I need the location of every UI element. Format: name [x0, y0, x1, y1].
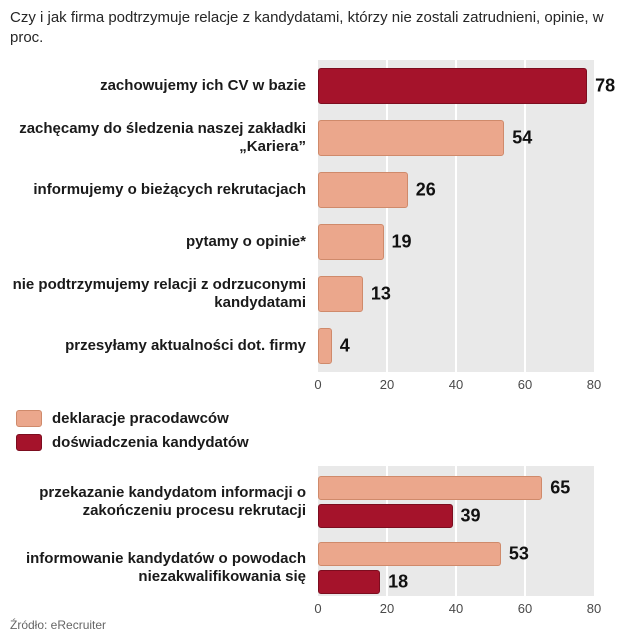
axis-tick-label: 40: [448, 377, 464, 392]
chart-row: przesyłamy aktualności dot. firmy 4: [10, 320, 630, 372]
axis-tick-label: 40: [448, 601, 464, 616]
axis-tick-label: 60: [517, 601, 533, 616]
category-label: informowanie kandydatów o powodach nieza…: [25, 550, 306, 585]
bar-track: 13: [318, 268, 594, 320]
category-label: pytamy o opinie*: [185, 233, 306, 250]
value-label: 26: [415, 179, 436, 200]
category-label: informujemy o bieżących rekrutacjach: [33, 181, 306, 198]
bar-track: 53: [318, 540, 594, 568]
value-label: 18: [388, 571, 409, 592]
bar-light: [318, 224, 384, 260]
bar-light: [318, 276, 363, 312]
chart-title: Czy i jak firma podtrzymuje relacje z ka…: [10, 9, 604, 46]
chart-row: informujemy o bieżących rekrutacjach 26: [10, 164, 630, 216]
bar-track: 19: [318, 216, 594, 268]
x-axis: 0 20 40 60 80: [314, 372, 601, 396]
category-label: przesyłamy aktualności dot. firmy: [65, 337, 306, 354]
axis-tick-label: 60: [517, 377, 533, 392]
category-label: nie podtrzymujemy relacji z odrzuconymi …: [12, 276, 306, 311]
bar-dark: [318, 68, 588, 104]
bottom-bar-chart: przekazanie kandydatom informacji o zako…: [10, 466, 630, 620]
chart-row: nie podtrzymujemy relacji z odrzuconymi …: [10, 268, 630, 320]
bar-track: 39: [318, 502, 594, 530]
legend-item: doświadczenia kandydatów: [16, 430, 630, 454]
bar-dark: [318, 570, 381, 594]
legend-label: doświadczenia kandydatów: [52, 433, 249, 451]
bar-track: 78: [318, 60, 615, 112]
category-label: zachowujemy ich CV w bazie: [100, 77, 306, 94]
plot-area-background: [318, 60, 594, 372]
bar-light: [318, 172, 408, 208]
axis-tick-label: 80: [586, 377, 602, 392]
group-bars: 65 39: [318, 474, 594, 530]
value-label: 53: [508, 543, 529, 564]
value-label: 54: [512, 127, 533, 148]
chart-row: zachęcamy do śledzenia naszej zakładki „…: [10, 112, 630, 164]
value-label: 19: [391, 231, 412, 252]
gridline: [386, 60, 388, 372]
axis-tick-label: 80: [586, 601, 602, 616]
group-bars: 53 18: [318, 540, 594, 596]
legend-swatch-light: [16, 409, 42, 427]
bar-track: 54: [318, 112, 594, 164]
source-note: Źródło: eRecruiter: [10, 618, 107, 632]
gridline: [524, 60, 526, 372]
bar-light: [318, 120, 505, 156]
chart-row: pytamy o opinie* 19: [10, 216, 630, 268]
bar-light: [318, 542, 501, 566]
chart-group: przekazanie kandydatom informacji o zako…: [10, 474, 630, 530]
bar-light: [318, 476, 543, 500]
axis-tick-label: 0: [314, 601, 322, 616]
gridline: [455, 466, 457, 596]
category-label: zachęcamy do śledzenia naszej zakładki „…: [19, 120, 306, 155]
value-label: 65: [550, 477, 571, 498]
chart-row: zachowujemy ich CV w bazie 78: [10, 60, 630, 112]
legend-swatch-dark: [16, 433, 42, 451]
value-label: 78: [595, 75, 616, 96]
gridline: [386, 466, 388, 596]
axis-tick-label: 0: [314, 377, 322, 392]
value-label: 4: [339, 335, 350, 356]
top-bar-chart: zachowujemy ich CV w bazie 78 zachęcamy do…: [10, 60, 630, 396]
chart-group: informowanie kandydatów o powodach nieza…: [10, 540, 630, 596]
value-label: 39: [460, 505, 481, 526]
value-label: 13: [370, 283, 391, 304]
bar-track: 65: [318, 474, 594, 502]
x-axis: 0 20 40 60 80: [314, 596, 601, 620]
gridline: [524, 466, 526, 596]
legend-item: deklaracje pracodawców: [16, 406, 630, 430]
bar-track: 26: [318, 164, 594, 216]
axis-tick-label: 20: [379, 601, 395, 616]
gridline: [455, 60, 457, 372]
bar-track: 4: [318, 320, 594, 372]
axis-tick-label: 20: [379, 377, 395, 392]
bar-dark: [318, 504, 453, 528]
legend-label: deklaracje pracodawców: [52, 409, 229, 427]
bar-light: [318, 328, 332, 364]
legend: deklaracje pracodawców doświadczenia kand…: [16, 406, 630, 454]
category-label: przekazanie kandydatom informacji o zako…: [39, 484, 306, 519]
bar-track: 18: [318, 568, 594, 596]
